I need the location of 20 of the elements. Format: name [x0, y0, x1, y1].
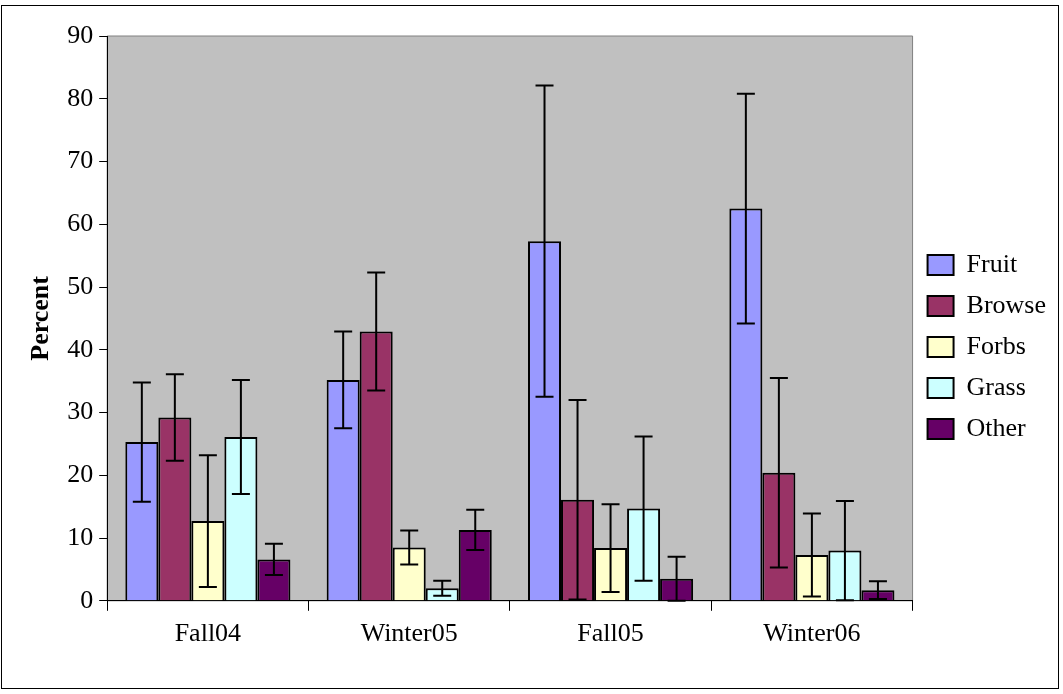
- legend-label: Forbs: [966, 330, 1026, 360]
- y-axis-title: Percent: [25, 275, 55, 361]
- y-tick-label: 50: [67, 270, 94, 300]
- y-tick-label: 20: [67, 459, 94, 489]
- y-tick-label: 90: [67, 19, 94, 49]
- legend-label: Browse: [966, 289, 1046, 319]
- y-tick-label: 10: [67, 521, 94, 551]
- y-tick-label: 0: [80, 584, 94, 614]
- legend-label: Grass: [966, 371, 1026, 401]
- y-tick-label: 40: [67, 333, 94, 363]
- legend-label: Other: [966, 412, 1027, 442]
- x-tick-label: Fall05: [577, 618, 644, 648]
- y-tick-label: 60: [67, 208, 94, 238]
- y-tick-label: 30: [67, 396, 94, 426]
- x-tick-label: Winter06: [763, 618, 861, 648]
- legend-label: Fruit: [966, 248, 1018, 278]
- y-tick-label: 80: [67, 82, 94, 112]
- y-tick-label: 70: [67, 145, 94, 175]
- x-tick-label: Winter05: [360, 618, 458, 648]
- x-tick-label: Fall04: [174, 618, 242, 648]
